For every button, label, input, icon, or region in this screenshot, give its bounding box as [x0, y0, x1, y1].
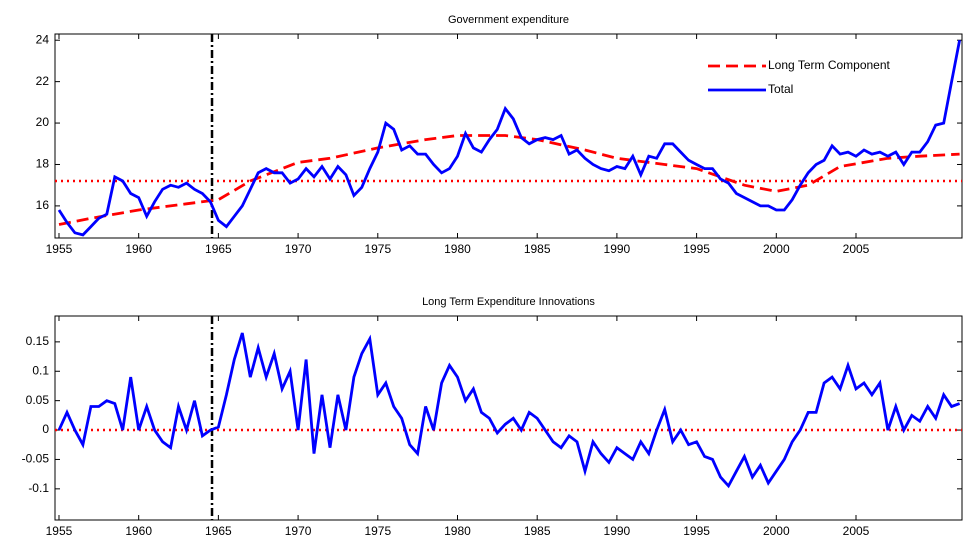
y-tick-label: 22: [36, 74, 50, 88]
y-tick-label: 18: [36, 157, 50, 171]
series-line: [57, 332, 961, 489]
y-tick-label: 24: [36, 32, 50, 46]
x-tick-label: 1985: [524, 242, 551, 256]
x-tick-label: 1990: [604, 242, 631, 256]
y-tick-label: 0: [42, 422, 49, 436]
series-line: [57, 39, 961, 237]
y-tick-label: 16: [36, 198, 50, 212]
x-tick-label: 2005: [843, 242, 870, 256]
x-tick-label: 1960: [125, 524, 152, 538]
x-tick-label: 1965: [205, 242, 232, 256]
x-tick-label: 1965: [205, 524, 232, 538]
plot-frame: [54, 315, 963, 521]
x-tick-label: 1960: [125, 242, 152, 256]
chart-title: Long Term Expenditure Innovations: [422, 296, 595, 308]
x-tick-label: 1980: [444, 242, 471, 256]
y-tick-label: 0.1: [32, 363, 49, 377]
y-tick-label: -0.05: [22, 452, 50, 466]
y-tick-label: 0.15: [26, 334, 50, 348]
x-tick-label: 2005: [843, 524, 870, 538]
chart-title: Government expenditure: [448, 14, 569, 26]
x-tick-label: 1970: [285, 524, 312, 538]
legend-label: Total: [768, 82, 793, 96]
x-tick-label: 1995: [683, 524, 710, 538]
y-tick-label: 20: [36, 115, 50, 129]
y-tick-label: -0.1: [28, 481, 49, 495]
legend-label: Long Term Component: [768, 58, 891, 72]
x-tick-label: 1975: [364, 242, 391, 256]
x-tick-label: 2000: [763, 242, 790, 256]
y-tick-label: 0.05: [26, 393, 50, 407]
x-tick-label: 1985: [524, 524, 551, 538]
x-tick-label: 1995: [683, 242, 710, 256]
plot-frame: [54, 33, 963, 239]
x-tick-label: 1970: [285, 242, 312, 256]
x-tick-label: 1955: [46, 524, 73, 538]
x-tick-label: 2000: [763, 524, 790, 538]
x-tick-label: 1990: [604, 524, 631, 538]
x-tick-label: 1975: [364, 524, 391, 538]
x-tick-label: 1980: [444, 524, 471, 538]
x-tick-label: 1955: [46, 242, 73, 256]
